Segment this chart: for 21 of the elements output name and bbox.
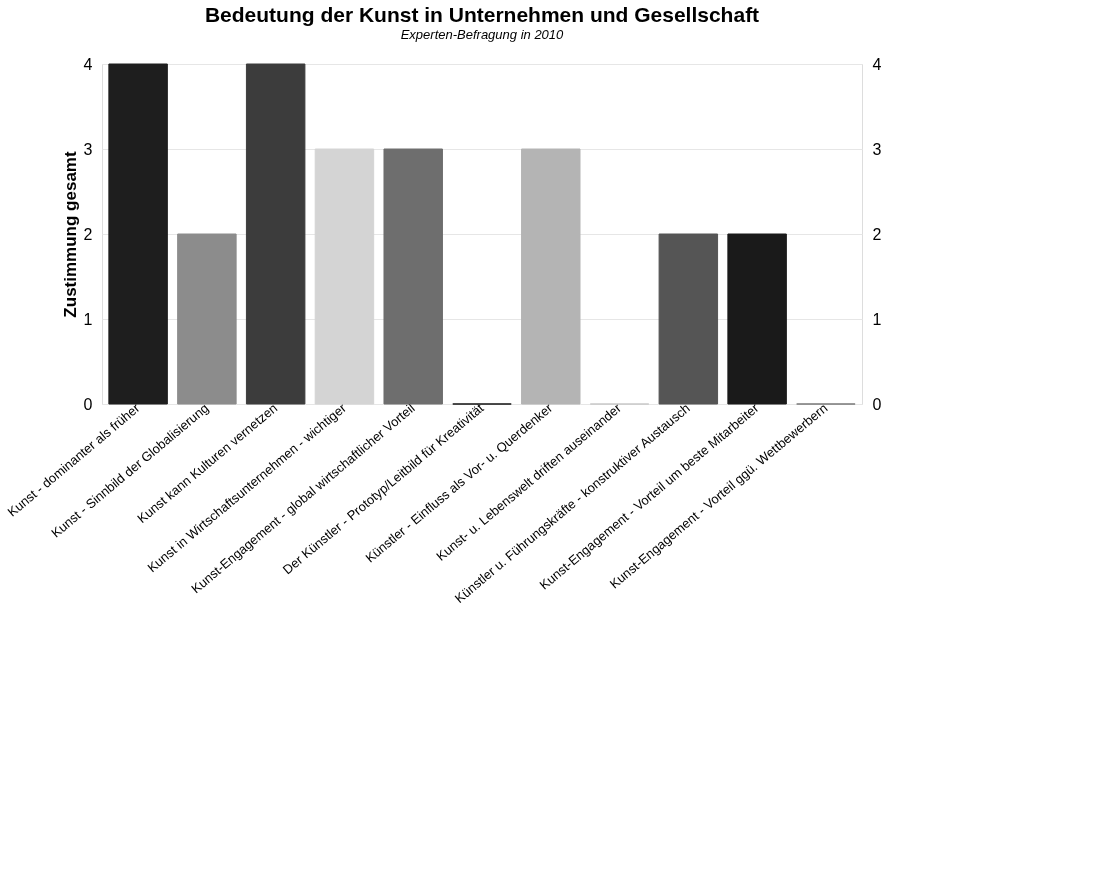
bar (383, 148, 443, 405)
y2-tick-label: 4 (872, 55, 882, 73)
y2-tick-label: 0 (872, 395, 882, 413)
y-tick-label: 4 (83, 55, 93, 73)
y-tick-label: 2 (83, 225, 93, 243)
y-tick-label: 0 (83, 395, 93, 413)
chart-subtitle: Experten-Befragung in 2010 (400, 27, 565, 42)
bar (727, 233, 787, 405)
y2-tick-label: 3 (872, 140, 882, 158)
bar (521, 148, 581, 405)
bar (108, 63, 168, 405)
y2-tick-label: 1 (872, 310, 882, 328)
bar (658, 233, 719, 405)
y-tick-label: 1 (83, 310, 93, 328)
y-axis-title: Zustimmung gesamt (60, 151, 80, 318)
y-tick-label: 3 (83, 140, 93, 158)
bar (177, 233, 237, 405)
bar (314, 148, 375, 405)
bar (245, 63, 306, 405)
y2-tick-label: 2 (872, 225, 882, 243)
chart-title: Bedeutung der Kunst in Unternehmen und Gesellschaft (204, 3, 760, 26)
